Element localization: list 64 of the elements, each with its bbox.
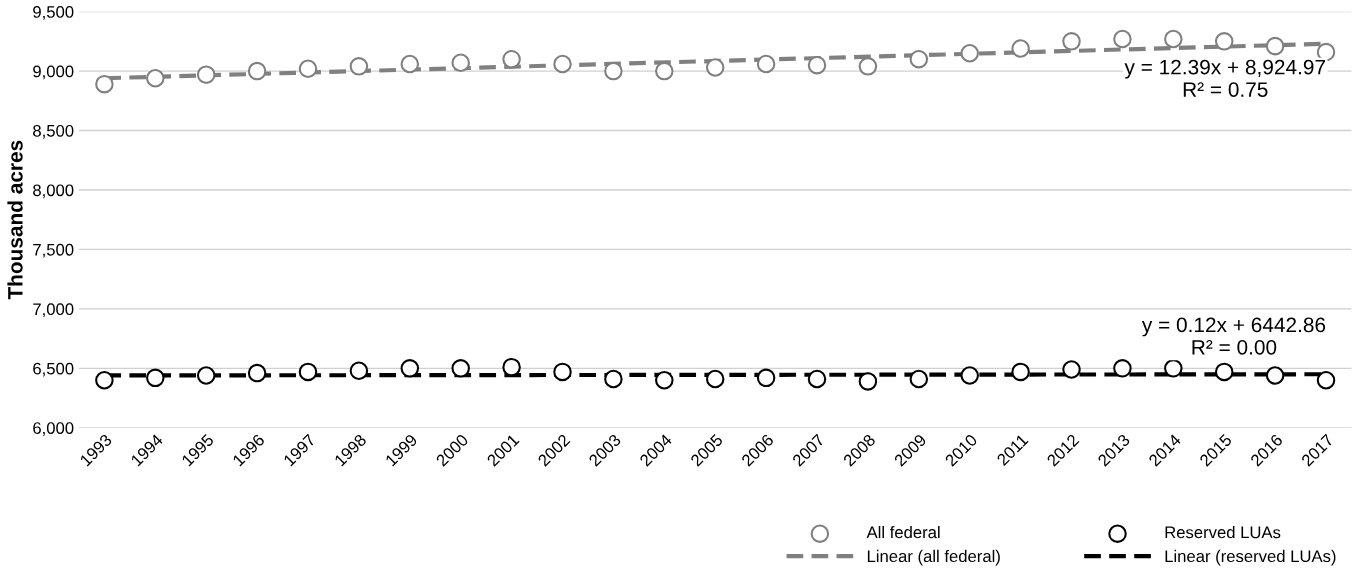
point (1062, 360, 1081, 379)
point (960, 44, 979, 63)
point (95, 74, 114, 94)
point (349, 57, 369, 76)
point (1113, 29, 1132, 49)
point (1011, 39, 1030, 58)
y-tick-label: 6,000 (33, 422, 74, 436)
point (196, 65, 216, 84)
point (705, 369, 725, 389)
legend-label: Linear (reserved LUAs) (1165, 549, 1336, 566)
point (298, 59, 318, 78)
y-tick-label: 9,000 (33, 65, 74, 80)
point (909, 369, 929, 389)
point (95, 370, 114, 390)
point (146, 68, 165, 88)
point (400, 54, 420, 74)
y-tick-label: 9,500 (33, 6, 74, 20)
point (553, 362, 572, 382)
point (1214, 362, 1234, 382)
point (655, 370, 674, 390)
point (756, 54, 776, 74)
point (553, 54, 572, 74)
point (705, 58, 725, 77)
point (858, 372, 878, 391)
point (502, 357, 521, 377)
point (502, 49, 521, 69)
point (196, 366, 216, 385)
point (807, 369, 827, 389)
point (604, 61, 623, 81)
point (1214, 32, 1234, 51)
point (807, 55, 827, 75)
point (1113, 359, 1132, 378)
y-tick-label: 6,500 (33, 362, 74, 377)
point (1265, 366, 1285, 385)
y-tick-label: 8,500 (33, 124, 74, 139)
legend-label: Reserved LUAs (1165, 526, 1281, 539)
point (400, 359, 420, 378)
point (960, 366, 979, 385)
y-tick-label: 7,000 (33, 303, 74, 318)
point (349, 361, 369, 380)
point (298, 362, 318, 382)
annotation: y = 12.39x + 8,924.97 R² = 0.75 (1124, 59, 1325, 97)
point (1316, 370, 1336, 390)
point (451, 53, 470, 73)
point (909, 49, 929, 69)
y-axis-title: Thousand acres (7, 140, 23, 300)
point (756, 368, 776, 388)
point (146, 368, 165, 388)
legend-label: Linear (all federal) (867, 549, 1000, 566)
y-tick-label: 8,000 (33, 184, 74, 199)
point (1265, 36, 1285, 56)
annotation: y = 0.12x + 6442.86 R² = 0.00 (1141, 317, 1326, 355)
point (1164, 359, 1183, 378)
point (655, 61, 674, 81)
point (451, 359, 470, 378)
point (1164, 29, 1183, 49)
point (858, 57, 878, 76)
legend-label: All federal (866, 526, 940, 539)
point (1011, 362, 1030, 382)
point (247, 363, 267, 383)
y-tick-label: 7,500 (33, 243, 74, 258)
point (1062, 32, 1081, 51)
point (604, 369, 623, 389)
point (247, 61, 267, 81)
